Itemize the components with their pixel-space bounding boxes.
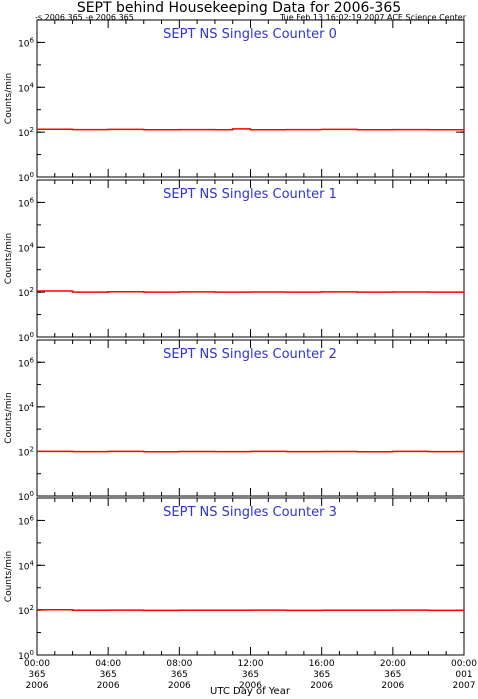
x-tick-year: 2006 — [310, 681, 333, 691]
y-tick-label: 106 — [18, 36, 34, 49]
y-tick-label: 106 — [18, 514, 34, 527]
panel-frame — [36, 179, 465, 338]
x-tick-doy: 001 — [455, 670, 472, 680]
y-tick-label: 104 — [18, 81, 34, 94]
panel-title: SEPT NS Singles Counter 1 — [163, 187, 337, 202]
x-tick-time: 04:00 — [95, 659, 121, 669]
x-tick-time: 00:00 — [24, 659, 50, 669]
y-axis-label: Counts/min — [4, 73, 14, 124]
panel-2: 100 102 104 106 Counts/min SEPT NS Singles Co… — [4, 339, 465, 503]
date-range-text: -s 2006 365 -e 2006 365 — [35, 13, 134, 22]
y-tick-label: 104 — [18, 401, 34, 414]
x-tick-year: 2006 — [26, 681, 49, 691]
x-tick-doy: 365 — [28, 670, 45, 680]
panel-frame — [36, 19, 465, 178]
panel-title: SEPT NS Singles Counter 3 — [163, 505, 337, 520]
y-tick-label: 106 — [18, 356, 34, 369]
y-axis-label: Counts/min — [4, 392, 14, 443]
data-series-line — [37, 290, 465, 293]
x-axis-label: UTC Day of Year — [210, 686, 291, 697]
panel-1: 100 102 104 106 Counts/min SEPT NS Singles Co… — [4, 179, 465, 344]
x-tick-time: 00:00 — [451, 659, 477, 669]
x-tick-doy: 365 — [384, 670, 401, 680]
y-axis-label: Counts/min — [4, 233, 14, 284]
y-tick-label: 106 — [18, 196, 34, 209]
y-tick-label: 104 — [18, 241, 34, 254]
y-tick-label: 100 — [18, 171, 34, 184]
x-tick-doy: 365 — [171, 670, 188, 680]
data-series-line — [37, 128, 465, 131]
x-tick-time: 16:00 — [309, 659, 335, 669]
x-tick-doy: 365 — [100, 670, 117, 680]
x-tick-year: 2006 — [239, 681, 262, 691]
data-series-line — [37, 608, 465, 612]
panel-title: SEPT NS Singles Counter 2 — [163, 347, 337, 362]
chart-main-title: SEPT behind Housekeeping Data for 2006-3… — [76, 0, 402, 16]
x-tick-year: 2006 — [168, 681, 191, 691]
x-tick-time: 20:00 — [380, 659, 406, 669]
generation-timestamp: Tue Feb 13 16:02:19 2007 ACE Science Cen… — [279, 13, 466, 22]
panel-frame — [36, 497, 465, 656]
x-tick-doy: 365 — [313, 670, 330, 680]
panel-frame — [36, 339, 465, 497]
x-tick-year: 2007 — [453, 681, 476, 691]
x-tick-year: 2006 — [97, 681, 120, 691]
y-tick-label: 100 — [18, 331, 34, 344]
x-tick-year: 2006 — [381, 681, 404, 691]
x-tick-time: 08:00 — [166, 659, 192, 669]
y-tick-label: 100 — [18, 490, 34, 503]
x-tick-time: 12:00 — [238, 659, 264, 669]
y-tick-label: 102 — [18, 445, 34, 458]
x-tick-doy: 365 — [242, 670, 259, 680]
y-tick-label: 102 — [18, 126, 34, 139]
y-tick-label: 102 — [18, 604, 34, 617]
panel-0: 100 102 104 106 Counts/min SEPT NS Singles Co… — [4, 19, 465, 184]
y-axis-label: Counts/min — [4, 551, 14, 602]
y-tick-label: 104 — [18, 559, 34, 572]
panel-title: SEPT NS Singles Counter 0 — [163, 27, 337, 42]
y-tick-label: 102 — [18, 286, 34, 299]
